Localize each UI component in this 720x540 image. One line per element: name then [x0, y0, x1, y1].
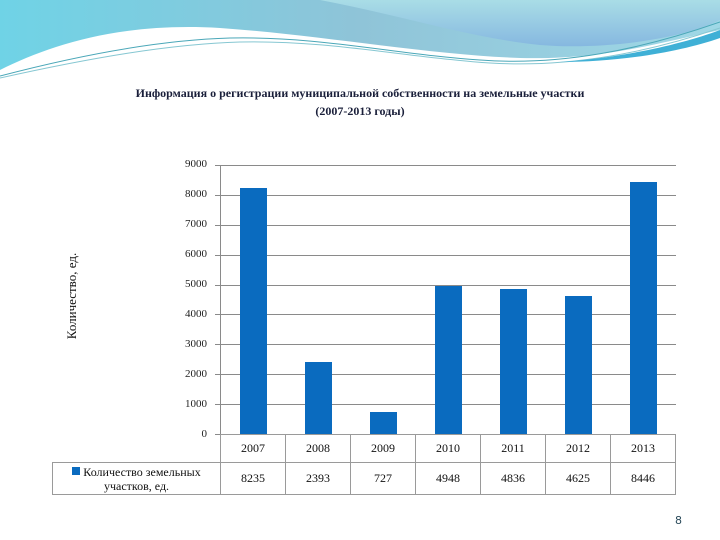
- data-table: 2007 2008 2009 2010 2011 2012 2013 Колич…: [52, 434, 676, 495]
- y-tick-label: 7000: [185, 218, 207, 230]
- plot-area: [215, 165, 676, 435]
- value-cell: 8446: [610, 462, 676, 495]
- chart-title: Информация о регистрации муниципальной с…: [60, 84, 660, 120]
- year-cell: 2007: [220, 434, 286, 463]
- year-cell: 2009: [350, 434, 416, 463]
- y-tick-mark: [215, 344, 221, 346]
- value-cell: 4836: [480, 462, 546, 495]
- header-wave-decoration: [0, 0, 720, 79]
- value-cell: 727: [350, 462, 416, 495]
- bar-2009: [370, 412, 397, 434]
- y-axis-label: Количество, ед.: [64, 252, 79, 340]
- value-cell: 2393: [285, 462, 351, 495]
- y-tick-mark: [215, 224, 221, 226]
- data-table-values-row: Количество земельных участков, ед. 8235 …: [52, 462, 676, 495]
- legend-label-line1: Количество земельных: [83, 464, 201, 479]
- gridline: [221, 284, 676, 286]
- year-cell: 2012: [545, 434, 611, 463]
- y-tick-mark: [215, 314, 221, 316]
- bar-2007: [240, 187, 267, 434]
- value-cell: 4625: [545, 462, 611, 495]
- y-tick-label: 0: [201, 428, 208, 440]
- bar-2011: [500, 289, 527, 434]
- data-table-corner: [52, 434, 221, 463]
- y-tick-mark: [215, 165, 221, 166]
- year-cell: 2008: [285, 434, 351, 463]
- bar-2010: [435, 286, 462, 434]
- year-cell: 2010: [415, 434, 481, 463]
- legend-label-line2: участков, ед.: [103, 478, 170, 493]
- page-number: 8: [675, 514, 682, 527]
- gridline: [221, 224, 676, 226]
- y-tick-mark: [215, 374, 221, 376]
- y-tick-label: 9000: [185, 158, 207, 170]
- y-tick-label: 6000: [185, 248, 207, 260]
- gridline: [221, 194, 676, 196]
- year-cell: 2011: [480, 434, 546, 463]
- bar-2008: [305, 362, 332, 434]
- value-cell: 4948: [415, 462, 481, 495]
- legend-swatch-icon: [72, 466, 81, 475]
- gridline: [221, 254, 676, 256]
- legend-cell: Количество земельных участков, ед.: [52, 462, 221, 495]
- y-tick-label: 4000: [185, 308, 207, 320]
- y-tick-label: 3000: [185, 338, 207, 350]
- chart-title-line1: Информация о регистрации муниципальной с…: [135, 86, 585, 100]
- y-tick-label: 1000: [185, 398, 207, 410]
- y-tick-mark: [215, 194, 221, 196]
- value-cell: 8235: [220, 462, 286, 495]
- y-tick-mark: [215, 284, 221, 286]
- y-tick-label: 2000: [185, 368, 207, 380]
- bar-2012: [565, 295, 592, 434]
- y-tick-mark: [215, 404, 221, 406]
- year-cell: 2013: [610, 434, 676, 463]
- bar-2013: [630, 181, 657, 434]
- y-tick-label: 5000: [185, 278, 207, 290]
- data-table-header-row: 2007 2008 2009 2010 2011 2012 2013: [52, 434, 676, 463]
- y-tick-label: 8000: [185, 188, 207, 200]
- chart-title-line2: (2007-2013 годы): [315, 104, 405, 118]
- y-tick-mark: [215, 254, 221, 256]
- gridline: [221, 165, 676, 166]
